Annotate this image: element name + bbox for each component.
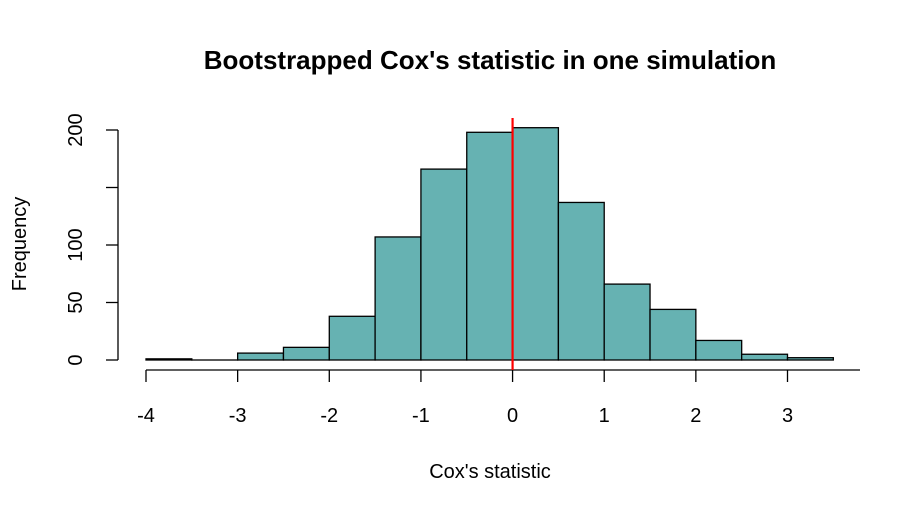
y-tick-label: 100 [65, 228, 87, 261]
chart-title: Bootstrapped Cox's statistic in one simu… [204, 45, 776, 75]
histogram-bar [236, 352, 285, 361]
histogram-bars [145, 127, 834, 361]
histogram-bar [145, 358, 193, 361]
histogram-bar [466, 131, 514, 361]
y-axis: 0 50 100 200 [65, 113, 119, 366]
histogram-bar [282, 346, 330, 361]
histogram-bar [328, 315, 376, 361]
histogram-bar [649, 308, 697, 361]
y-axis-label: Frequency [9, 197, 31, 292]
x-axis-label: Cox's statistic [429, 461, 551, 483]
x-tick-label: -1 [412, 405, 430, 427]
histogram-bar [511, 127, 560, 361]
x-tick-label: -3 [229, 405, 247, 427]
x-tick-label: 1 [599, 405, 610, 427]
x-tick-label: -2 [320, 405, 338, 427]
histogram-bar [374, 236, 422, 361]
y-tick-label: 0 [65, 354, 87, 365]
x-tick-label: -4 [137, 405, 155, 427]
histogram-bar [695, 339, 743, 361]
histogram-bar [741, 353, 789, 361]
y-tick-label: 50 [65, 291, 87, 313]
histogram-bar [420, 168, 468, 361]
x-tick-label: 0 [507, 405, 518, 427]
histogram-bar [557, 201, 605, 361]
histogram-bar [603, 283, 651, 361]
x-tick-label: 3 [782, 405, 793, 427]
histogram-bar [786, 357, 834, 361]
x-axis: -4 -3 -2 -1 0 1 2 3 [137, 369, 860, 427]
y-tick-label: 200 [65, 113, 87, 146]
x-tick-label: 2 [690, 405, 701, 427]
